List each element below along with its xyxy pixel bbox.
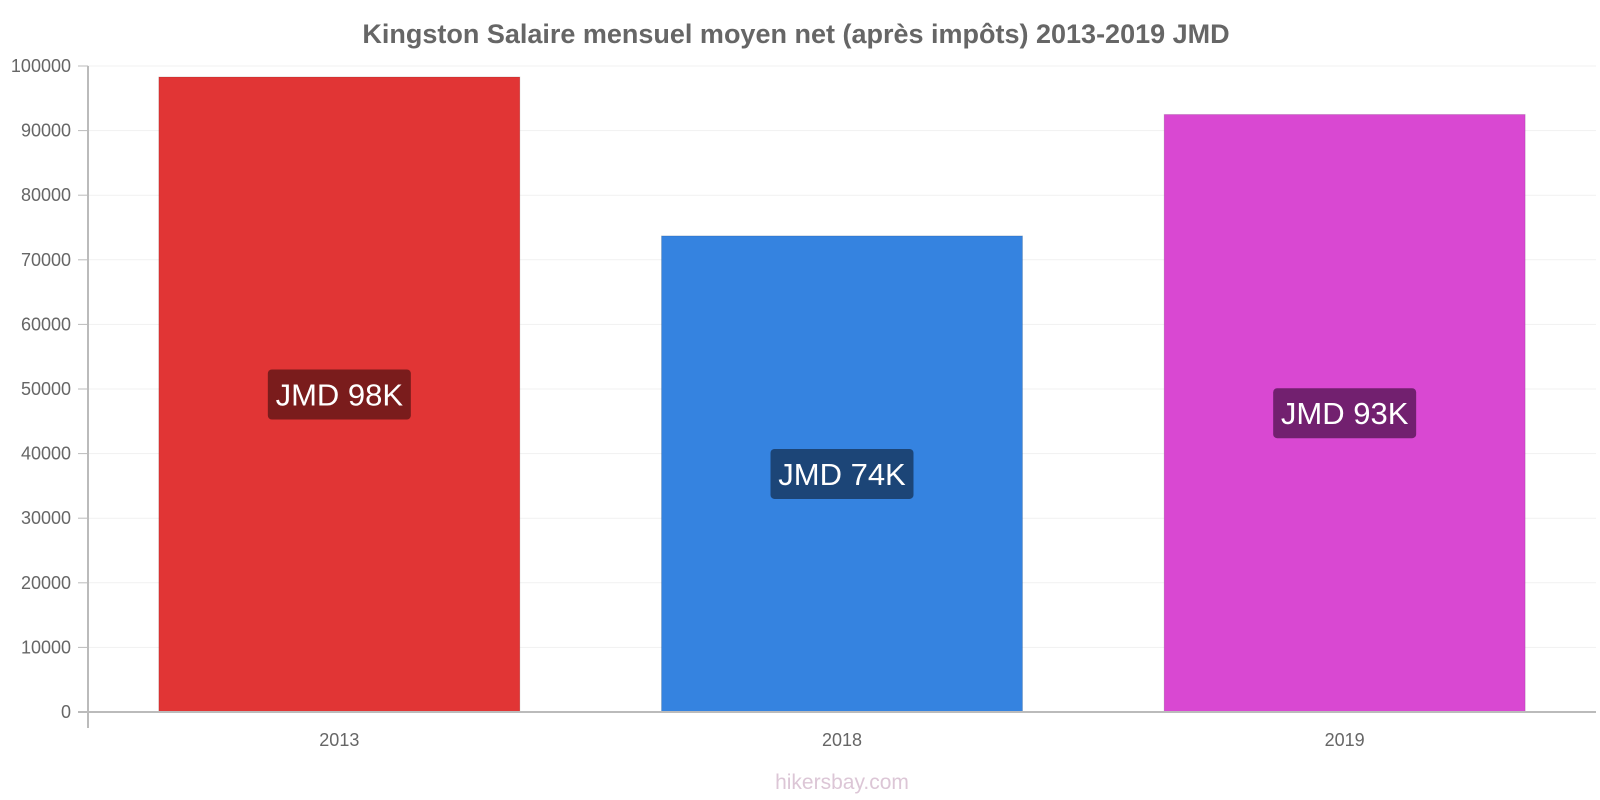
data-label: JMD 74K: [778, 457, 906, 492]
x-tick-label: 2013: [319, 730, 359, 750]
data-label-box: [770, 448, 914, 499]
data-label: JMD 93K: [1281, 396, 1409, 431]
y-tick-label: 90000: [21, 121, 71, 141]
y-tick-label: 0: [61, 702, 71, 722]
y-tick-label: 70000: [21, 250, 71, 270]
bars: [158, 76, 1526, 713]
data-label: JMD 98K: [276, 377, 404, 412]
data-labels: JMD 98K JMD 74K JMD 93K: [267, 369, 1417, 499]
y-tick-labels: 0 10000 20000 30000 40000 50000 60000 70000 8000…: [11, 56, 71, 722]
data-label-box: [267, 369, 411, 420]
y-tick-label: 100000: [11, 56, 71, 76]
watermark-text[interactable]: hikersbay.com: [775, 771, 909, 794]
x-tick-labels: 2013 2018 2019: [319, 730, 1364, 750]
y-tick-label: 60000: [21, 314, 71, 334]
x-tick-label: 2018: [822, 730, 862, 750]
y-tick-label: 50000: [21, 379, 71, 399]
y-tick-label: 10000: [21, 637, 71, 657]
y-tick-label: 20000: [21, 573, 71, 593]
axes: [78, 66, 1596, 728]
data-label-box: [1273, 388, 1417, 439]
y-tick-label: 80000: [21, 185, 71, 205]
y-tick-label: 30000: [21, 508, 71, 528]
x-tick-label: 2019: [1325, 730, 1365, 750]
y-tick-label: 40000: [21, 444, 71, 464]
chart-title: Kingston Salaire mensuel moyen net (aprè…: [362, 19, 1229, 49]
